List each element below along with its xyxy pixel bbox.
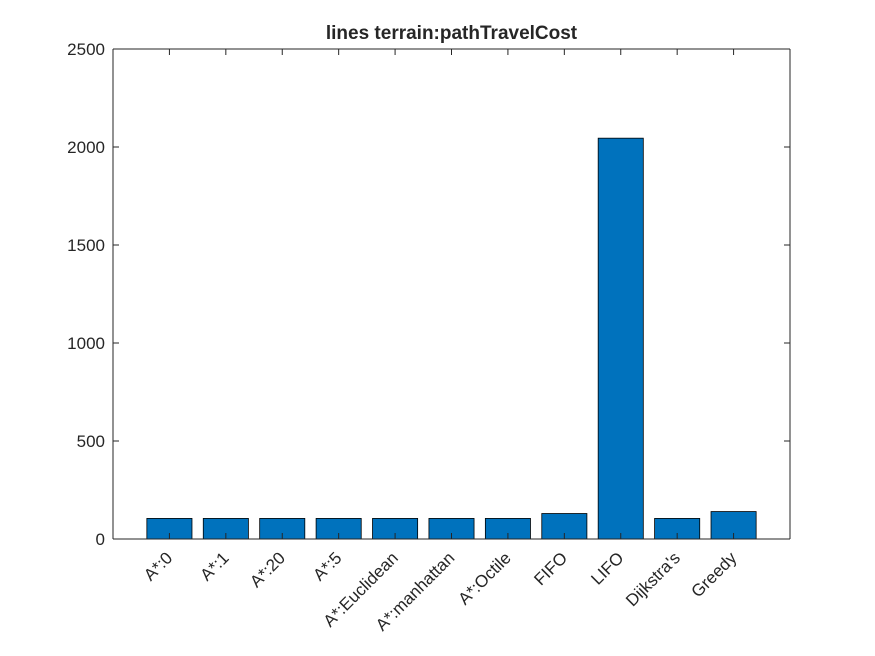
bar [597, 137, 644, 540]
tick-marks [113, 48, 790, 540]
y-tick-label: 0 [96, 530, 105, 549]
y-tick-label: 2000 [67, 138, 105, 157]
y-tick-label: 500 [77, 432, 105, 451]
y-tick-label: 1500 [67, 236, 105, 255]
y-tick-labels: 0 500 1000 1500 2000 2500 [67, 40, 105, 549]
bars-group [146, 137, 757, 540]
plot-area [113, 49, 790, 539]
chart-title: lines terrain:pathTravelCost [326, 23, 578, 44]
y-tick-label: 1000 [67, 334, 105, 353]
y-tick-label: 2500 [67, 40, 105, 59]
